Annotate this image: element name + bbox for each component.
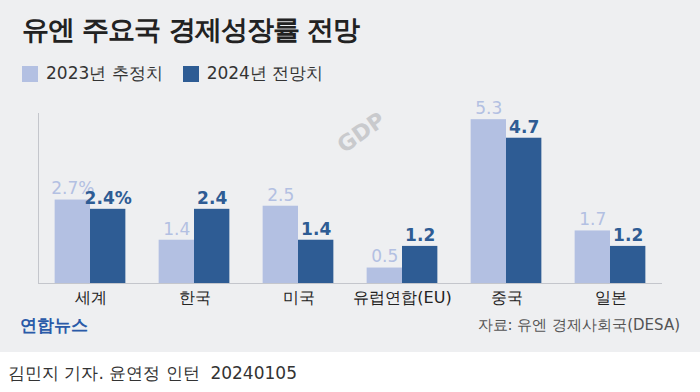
- svg-text:2.7%: 2.7%: [51, 178, 95, 199]
- svg-text:2.4%: 2.4%: [85, 188, 132, 208]
- svg-text:1.4: 1.4: [163, 219, 190, 239]
- svg-text:0.5: 0.5: [371, 246, 398, 266]
- svg-text:1.4: 1.4: [301, 219, 331, 239]
- svg-text:4.7: 4.7: [509, 117, 539, 137]
- svg-text:한국: 한국: [179, 288, 211, 307]
- svg-text:2.4: 2.4: [197, 188, 227, 208]
- svg-text:중국: 중국: [491, 288, 523, 307]
- svg-text:1.7: 1.7: [579, 209, 606, 229]
- svg-text:5.3: 5.3: [475, 98, 502, 118]
- html-text:2024년 전망치: 2024년 전망치: [206, 63, 324, 83]
- html-text:GDP: GDP: [332, 107, 390, 158]
- svg-text:1.2: 1.2: [405, 225, 435, 245]
- html-text:자료: 유엔 경제사회국(DESA): 자료: 유엔 경제사회국(DESA): [477, 316, 680, 334]
- svg-text:미국: 미국: [283, 288, 315, 307]
- html-text:2023년 추정치: 2023년 추정치: [46, 63, 163, 83]
- svg-text:2.5: 2.5: [267, 185, 294, 205]
- html-text:김민지 기자. 윤연정 인턴 20240105: 김민지 기자. 윤연정 인턴 20240105: [8, 363, 297, 383]
- html-text:연합뉴스: 연합뉴스: [20, 315, 88, 335]
- svg-text:1.2: 1.2: [613, 225, 643, 245]
- svg-text:유럽연합(EU): 유럽연합(EU): [353, 288, 451, 307]
- html-text:유엔 주요국 경제성장률 전망: 유엔 주요국 경제성장률 전망: [22, 14, 360, 45]
- svg-text:일본: 일본: [595, 288, 627, 307]
- svg-text:세계: 세계: [75, 288, 107, 307]
